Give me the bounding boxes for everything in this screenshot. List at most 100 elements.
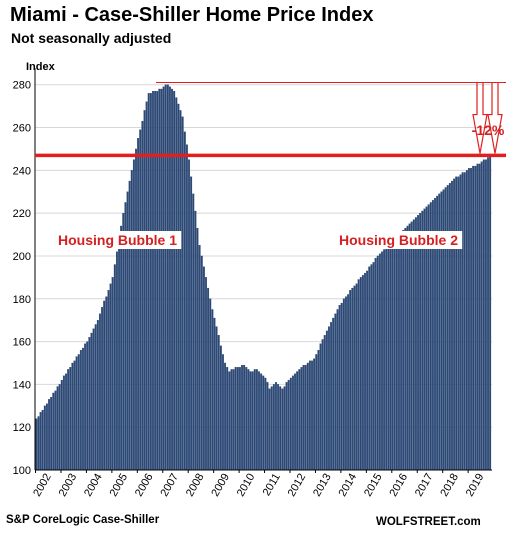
bar [332, 317, 335, 471]
bar [313, 358, 316, 471]
bar [101, 307, 104, 471]
y-tick-label: 180 [13, 294, 31, 306]
bar [410, 221, 413, 471]
bar [308, 360, 311, 471]
chart-subtitle: Not seasonally adjusted [11, 30, 172, 46]
y-tick-label: 100 [13, 465, 31, 477]
bar [463, 172, 466, 471]
bar [62, 375, 65, 471]
bar [391, 240, 394, 471]
bar [349, 290, 352, 471]
source-note: S&P CoreLogic Case-Shiller [6, 514, 160, 526]
bar [372, 262, 375, 471]
bar [345, 296, 347, 471]
x-tick-label: 2019 [464, 472, 487, 499]
bar [457, 176, 460, 471]
bar [378, 253, 381, 471]
bar [300, 367, 303, 471]
bar [376, 255, 379, 471]
bar [247, 369, 250, 471]
bar [482, 159, 485, 471]
bar [181, 116, 184, 471]
bar [266, 382, 269, 471]
bar [253, 369, 256, 471]
decline-arrow-left [472, 82, 488, 154]
decline-arrow-right [487, 82, 503, 154]
bar [281, 388, 284, 471]
bar [109, 283, 112, 471]
bar [67, 369, 70, 471]
bar [453, 178, 456, 471]
bar [160, 88, 163, 471]
bar [65, 373, 67, 471]
bar [238, 367, 241, 471]
bar [323, 335, 326, 471]
bar [361, 275, 364, 471]
bar [46, 403, 48, 471]
bar [330, 322, 333, 471]
bar [264, 377, 267, 471]
bar [79, 350, 82, 471]
bar [451, 180, 453, 471]
bar [143, 110, 146, 471]
bar [179, 110, 182, 471]
bar [472, 165, 475, 471]
bar [287, 379, 290, 471]
y-tick-label: 120 [13, 422, 31, 434]
bar [325, 330, 328, 471]
bar [474, 165, 477, 471]
bar [478, 163, 481, 471]
label-housing-bubble-2-background [335, 231, 463, 249]
bar [241, 364, 243, 471]
bar [302, 364, 305, 471]
bar [166, 84, 169, 471]
y-axis-title: Index [26, 61, 56, 73]
bar [364, 272, 366, 471]
bar [202, 266, 205, 471]
bar [122, 213, 125, 471]
site-credit: WOLFSTREET.com [376, 516, 481, 528]
bar [296, 371, 299, 471]
bar [105, 296, 108, 471]
bar [359, 277, 362, 471]
bar [306, 362, 309, 471]
bar [111, 277, 114, 471]
bar [260, 373, 263, 471]
x-tick-label: 2003 [57, 472, 80, 499]
bar [118, 238, 120, 471]
bar [132, 159, 135, 471]
bar [262, 375, 265, 471]
y-tick-label: 280 [13, 80, 31, 92]
label-housing-bubble-2: Housing Bubble 2 [339, 232, 458, 248]
bar [190, 176, 193, 471]
y-tick-label: 160 [13, 337, 31, 349]
bar [393, 238, 396, 471]
bar [115, 251, 118, 471]
bar [92, 328, 95, 471]
bar [357, 279, 360, 471]
chart-title: Miami - Case-Shiller Home Price Index [10, 4, 374, 26]
bar [158, 88, 161, 471]
bar [270, 386, 273, 471]
bar [398, 234, 400, 471]
bar [171, 88, 173, 471]
bar [353, 285, 356, 471]
axes [34, 68, 492, 471]
bar [164, 84, 167, 471]
bar [461, 172, 464, 471]
bar [82, 347, 84, 471]
bar [444, 187, 447, 471]
bar [177, 103, 180, 471]
bar [489, 155, 492, 471]
bar [217, 335, 220, 471]
bar [88, 337, 91, 471]
bar [48, 399, 50, 471]
bar [234, 367, 237, 471]
bar [258, 371, 260, 471]
bar [54, 390, 57, 471]
bar [446, 185, 449, 471]
bar [484, 159, 487, 471]
bar [120, 225, 123, 471]
bar [211, 309, 214, 471]
bar [209, 298, 212, 471]
